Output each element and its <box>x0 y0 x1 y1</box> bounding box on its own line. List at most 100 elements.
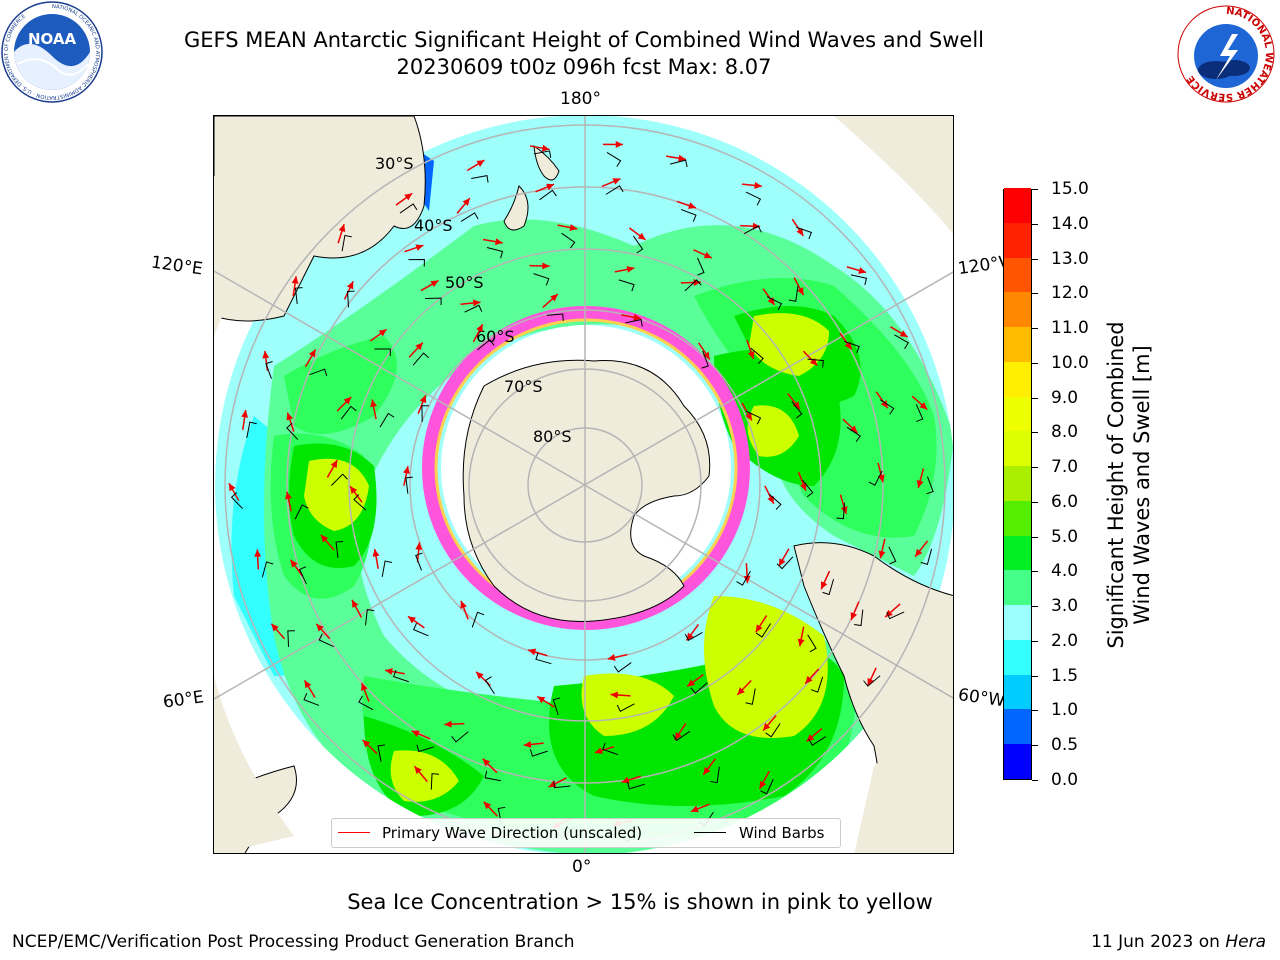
wind-barb <box>412 623 429 637</box>
wind-barb <box>430 773 440 790</box>
colorbar-segment <box>1004 639 1031 675</box>
wind-barb <box>408 258 425 267</box>
lat-label-30s: 30°S <box>375 154 414 173</box>
wave-direction-arrowhead <box>916 480 924 488</box>
colorbar-tick <box>1032 745 1038 747</box>
wind-barb <box>261 561 274 578</box>
wave-direction-arrowhead <box>330 460 338 469</box>
colorbar-tick-label: 1.0 <box>1051 700 1079 721</box>
wind-barb <box>533 150 552 158</box>
wind-barb <box>868 470 883 486</box>
wave-direction-arrowhead <box>320 534 329 543</box>
colorbar-segment <box>1004 709 1031 745</box>
wind-barb <box>926 476 934 495</box>
wind-barb <box>477 339 495 351</box>
wave-zone-6-8m <box>390 750 459 802</box>
colorbar-tick <box>1032 467 1038 469</box>
land <box>214 116 953 853</box>
lon-label-60e: 60°E <box>161 687 206 713</box>
colorbar-tick <box>1032 710 1038 712</box>
wave-direction-arrowhead <box>408 616 416 624</box>
polar-map: 30°S 40°S 50°S 60°S 70°S 80°S <box>214 116 953 853</box>
colorbar-tick-label: 12.0 <box>1051 283 1089 304</box>
wind-barb <box>377 744 386 762</box>
wave-direction-arrowhead <box>460 600 467 609</box>
wave-direction-arrowhead <box>462 198 470 206</box>
lon-label-180: 180° <box>560 89 601 109</box>
lat-label-50s: 50°S <box>445 273 484 292</box>
wave-direction-arrowhead <box>797 287 804 296</box>
vector-layer <box>228 140 934 843</box>
wave-direction-arrowhead <box>805 675 813 684</box>
wind-barb <box>416 744 435 753</box>
wave-zone-6-8m <box>749 313 829 376</box>
wind-barb <box>736 570 751 586</box>
wave-direction-arrowhead <box>633 313 642 321</box>
wind-barb <box>606 152 622 167</box>
wind-barb <box>287 630 295 647</box>
wind-barb <box>298 566 307 585</box>
wave-direction-arrowhead <box>372 549 380 557</box>
wind-barb <box>755 623 772 638</box>
wind-barb <box>745 191 762 206</box>
wave-direction-arrowhead <box>286 412 294 421</box>
noaa-logo: NOAA NATIONAL OCEANIC AND ATMOSPHERIC AD… <box>1 1 103 103</box>
lon-label-120e: 120°E <box>149 252 204 280</box>
wind-barb <box>765 723 781 738</box>
wave-direction-arrowhead <box>308 349 316 358</box>
wave-direction-arrowhead <box>915 548 923 557</box>
wave-direction-arrowhead <box>621 776 630 784</box>
wind-barb <box>425 297 442 306</box>
footer-credit: NCEP/EMC/Verification Post Processing Pr… <box>12 932 575 952</box>
wave-direction-arrowhead <box>414 766 422 775</box>
wind-barb <box>561 232 576 249</box>
colorbar-segment <box>1004 535 1031 571</box>
colorbar-tick <box>1032 258 1038 260</box>
sea-ice-note: Sea Ice Concentration > 15% is shown in … <box>0 890 1280 914</box>
wave-direction-arrowhead <box>415 542 423 550</box>
latitude-labels: 30°S 40°S 50°S 60°S 70°S 80°S <box>375 154 572 446</box>
colorbar-tick <box>1032 780 1038 781</box>
wave-direction-arrowhead <box>411 730 420 737</box>
wind-barb <box>810 676 824 693</box>
colorbar-tick-label: 6.0 <box>1051 491 1079 512</box>
colorbar-tick <box>1032 223 1038 225</box>
wave-direction-arrowhead <box>537 696 546 704</box>
wind-barb <box>605 185 624 195</box>
wave-direction-arrowhead <box>612 178 621 185</box>
wave-direction-arrowhead <box>792 401 801 410</box>
wave-direction-arrowhead <box>796 227 804 236</box>
legend-wind-barbs: Wind Barbs <box>739 824 825 842</box>
wave-direction-arrowhead <box>690 805 699 813</box>
wave-direction-arrowhead <box>878 550 886 559</box>
wave-direction-arrowhead <box>378 329 387 337</box>
wave-direction-arrowhead <box>346 281 354 290</box>
colorbar-tick <box>1032 640 1038 642</box>
wave-direction-swatch <box>338 832 370 833</box>
wind-barb <box>750 347 764 365</box>
wave-direction-arrowhead <box>674 732 682 741</box>
wind-barb <box>846 426 861 443</box>
colorbar-tick <box>1032 571 1038 573</box>
wind-barb <box>484 770 502 782</box>
colorbar-tick <box>1032 189 1038 190</box>
wave-direction-arrowhead <box>569 224 578 231</box>
wave-direction-arrowhead <box>754 182 762 189</box>
colorbar-segment <box>1004 361 1031 397</box>
wind-barb <box>486 247 504 259</box>
wave-direction-arrowhead <box>351 599 359 608</box>
colorbar-tick-label: 2.0 <box>1051 630 1079 651</box>
wave-direction-arrowhead <box>919 402 928 410</box>
wind-barb <box>807 358 824 368</box>
colorbar-tick <box>1032 501 1038 503</box>
wave-direction-arrowhead <box>254 549 262 557</box>
colorbar-segment <box>1004 743 1031 779</box>
wind-barb <box>760 778 774 795</box>
wind-barb <box>412 352 430 366</box>
nws-logo: NATIONAL WEATHER SERVICE <box>1177 5 1275 103</box>
wind-barb <box>836 502 845 520</box>
colorbar-title-line1: Significant Height of Combined <box>1104 321 1128 649</box>
wind-barb <box>421 405 429 422</box>
wind-barb <box>625 319 643 327</box>
wave-zone-6-8m <box>704 596 828 738</box>
